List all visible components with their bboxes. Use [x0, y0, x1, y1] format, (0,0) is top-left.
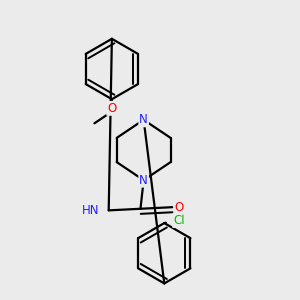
Text: O: O	[107, 102, 116, 115]
Text: N: N	[139, 113, 148, 126]
Text: N: N	[139, 174, 148, 187]
Text: O: O	[175, 201, 184, 214]
Text: Cl: Cl	[173, 214, 185, 227]
Text: HN: HN	[82, 204, 100, 217]
